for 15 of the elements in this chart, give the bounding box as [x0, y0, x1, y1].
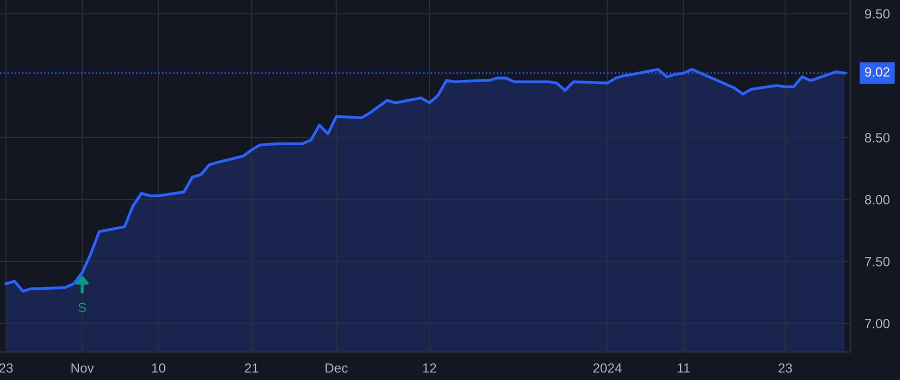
x-tick-label: 23 [778, 363, 792, 373]
y-tick-label: 8.00 [864, 195, 890, 204]
x-tick-label: 10 [152, 363, 166, 373]
y-tick-label: 7.50 [865, 257, 890, 266]
x-tick-label: Dec [326, 363, 348, 373]
x-tick-label: 12 [423, 363, 436, 373]
x-tick-label: 2024 [593, 363, 622, 373]
y-tick-label: 7.00 [865, 318, 890, 328]
ref-line-label: 9.02 [865, 67, 890, 77]
y-tick-label: 9.50 [865, 9, 890, 19]
x-tick-label: Nov [72, 363, 94, 373]
x-tick-label: 21 [244, 363, 258, 373]
x-tick-label: 11 [678, 363, 690, 373]
y-tick-label: 8.50 [864, 133, 890, 142]
annotation: S [78, 302, 86, 312]
